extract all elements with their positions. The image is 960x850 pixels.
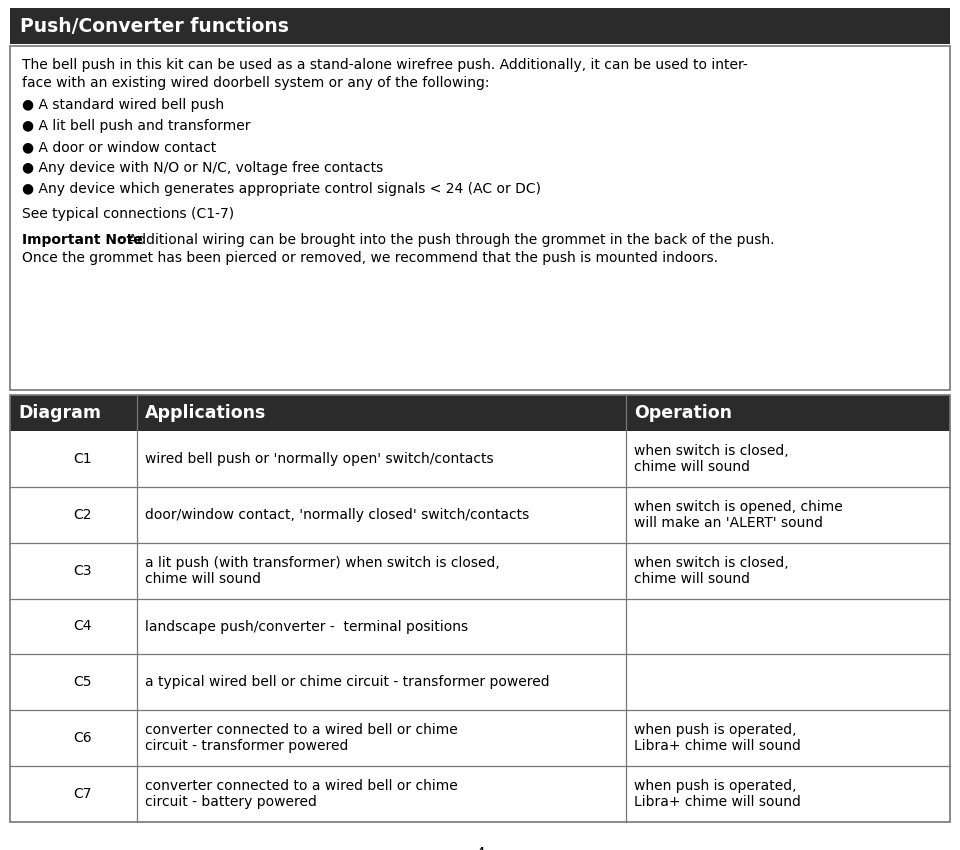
Text: C1: C1: [74, 452, 92, 466]
Text: converter connected to a wired bell or chime
circuit - battery powered: converter connected to a wired bell or c…: [145, 779, 458, 809]
Text: ● A standard wired bell push: ● A standard wired bell push: [22, 98, 224, 112]
Text: converter connected to a wired bell or chime
circuit - transformer powered: converter connected to a wired bell or c…: [145, 723, 458, 753]
Text: a typical wired bell or chime circuit - transformer powered: a typical wired bell or chime circuit - …: [145, 676, 549, 689]
Text: when switch is opened, chime
will make an 'ALERT' sound: when switch is opened, chime will make a…: [634, 500, 843, 530]
Text: C2: C2: [74, 507, 92, 522]
Text: when push is operated,
Libra+ chime will sound: when push is operated, Libra+ chime will…: [634, 779, 801, 809]
Text: See typical connections (C1-7): See typical connections (C1-7): [22, 207, 234, 221]
Text: C7: C7: [74, 787, 92, 801]
Text: Push/Converter functions: Push/Converter functions: [20, 16, 289, 36]
Text: Once the grommet has been pierced or removed, we recommend that the push is moun: Once the grommet has been pierced or rem…: [22, 251, 718, 265]
Text: landscape push/converter -  terminal positions: landscape push/converter - terminal posi…: [145, 620, 468, 633]
Text: a lit push (with transformer) when switch is closed,
chime will sound: a lit push (with transformer) when switc…: [145, 556, 499, 586]
Text: Applications: Applications: [145, 404, 266, 422]
Text: when switch is closed,
chime will sound: when switch is closed, chime will sound: [634, 556, 788, 586]
Text: face with an existing wired doorbell system or any of the following:: face with an existing wired doorbell sys…: [22, 76, 490, 90]
Text: when switch is closed,
chime will sound: when switch is closed, chime will sound: [634, 444, 788, 474]
Text: when push is operated,
Libra+ chime will sound: when push is operated, Libra+ chime will…: [634, 723, 801, 753]
Text: ● A lit bell push and transformer: ● A lit bell push and transformer: [22, 119, 251, 133]
Text: C4: C4: [74, 620, 92, 633]
Text: C6: C6: [74, 731, 92, 745]
Text: ● Any device with N/O or N/C, voltage free contacts: ● Any device with N/O or N/C, voltage fr…: [22, 161, 383, 175]
Text: wired bell push or 'normally open' switch/contacts: wired bell push or 'normally open' switc…: [145, 452, 493, 466]
Text: ● A door or window contact: ● A door or window contact: [22, 140, 216, 154]
Bar: [10, 395, 950, 822]
Text: door/window contact, 'normally closed' switch/contacts: door/window contact, 'normally closed' s…: [145, 507, 529, 522]
Bar: [10, 395, 950, 431]
Text: C5: C5: [74, 676, 92, 689]
Bar: [10, 8, 950, 44]
Text: The bell push in this kit can be used as a stand-alone wirefree push. Additional: The bell push in this kit can be used as…: [22, 58, 748, 72]
Text: ● Any device which generates appropriate control signals < 24 (AC or DC): ● Any device which generates appropriate…: [22, 182, 541, 196]
Bar: [10, 46, 950, 390]
Text: Important Note: Important Note: [22, 233, 143, 247]
Text: Diagram: Diagram: [18, 404, 101, 422]
Text: 4: 4: [475, 847, 485, 850]
Text: : Additional wiring can be brought into the push through the grommet in the back: : Additional wiring can be brought into …: [119, 233, 775, 247]
Text: C3: C3: [74, 564, 92, 578]
Text: Operation: Operation: [634, 404, 732, 422]
